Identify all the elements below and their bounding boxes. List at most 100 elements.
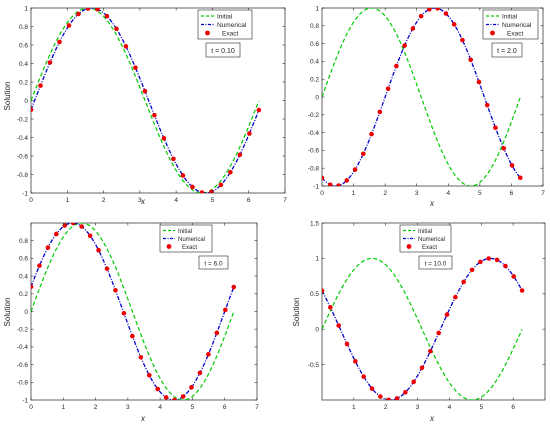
exact-point: [517, 175, 523, 181]
legend-exact-label: Exact: [222, 31, 238, 38]
initial-series-line: [31, 8, 260, 193]
panel-1-time-box: t = 0.10: [205, 42, 241, 58]
exact-point: [66, 23, 72, 28]
x-tick-label: 1: [61, 404, 65, 411]
exact-point: [476, 79, 482, 85]
time-box-frame: [198, 255, 229, 270]
exact-point: [189, 384, 194, 390]
y-tick-label: 0.6: [19, 256, 28, 263]
x-tick-label: 3: [416, 404, 420, 411]
exact-point: [361, 374, 366, 379]
y-tick-label: -1: [22, 397, 28, 404]
panel-4-ylabel: Solution: [292, 298, 301, 327]
legend-exact-swatch: [490, 30, 495, 36]
time-label: t = 6.0: [204, 261, 223, 268]
x-tick-label: 2: [94, 404, 98, 411]
exact-point: [171, 156, 176, 162]
x-tick-label: 1: [352, 404, 356, 411]
exact-point: [486, 256, 492, 261]
y-tick-label: 0.4: [19, 61, 28, 68]
x-tick-label: 6: [511, 404, 515, 411]
exact-point: [344, 178, 350, 183]
x-tick-label: 2: [383, 190, 387, 197]
panel-4-time-box: t = 10.0: [418, 255, 453, 270]
exact-point: [138, 354, 144, 360]
exact-point: [435, 8, 440, 11]
x-tick-label: 7: [283, 197, 287, 204]
exact-point: [519, 288, 525, 293]
axes-frame: [321, 222, 546, 401]
exact-point: [70, 223, 76, 226]
panel-4: 1 2 3 4 5 6 -0.5 0 0.5 1 1.5 Solution x Initial Nu…: [292, 220, 546, 423]
exact-point: [95, 8, 100, 12]
exact-point: [62, 223, 68, 228]
y-tick-label: 0.6: [19, 42, 28, 49]
legend-numerical-label: Numerical: [418, 237, 445, 243]
curves: [322, 256, 525, 400]
panel-3-legend: Initial Numerical Exact: [159, 224, 213, 253]
exact-point: [511, 274, 517, 279]
exact-point: [394, 396, 400, 400]
exact-point: [336, 323, 341, 328]
panel-3-xlabel: x: [140, 414, 146, 423]
x-tick-label: 4: [174, 197, 178, 204]
panel-1: 0 1 2 3 4 5 6 7 -1 -0.8 -0.6 -0.4 -0.2 0 0.2 0.4 0.6 0.8 1…: [3, 5, 287, 206]
exact-point: [218, 182, 224, 188]
exact-point: [501, 146, 507, 151]
exact-point: [428, 348, 433, 354]
y-tick-label: 0.8: [19, 238, 28, 245]
x-tick-label: 2: [384, 404, 388, 411]
y-tick-label: -1: [313, 183, 319, 190]
exact-point: [478, 259, 483, 265]
panel-2-legend: Initial Numerical Exact: [482, 9, 539, 40]
exact-point: [199, 190, 205, 193]
y-tick-label: 1: [315, 256, 319, 263]
exact-point: [503, 263, 508, 269]
exact-point: [410, 26, 416, 31]
exact-point: [231, 284, 237, 290]
legend-exact-swatch: [166, 244, 172, 249]
x-tick-label: 2: [102, 197, 106, 204]
exact-point: [197, 370, 203, 376]
x-tick-label: 5: [211, 197, 215, 204]
panel-3-plot-layer: [30, 222, 258, 401]
exact-point: [247, 131, 252, 136]
exact-point: [411, 379, 417, 385]
exact-point: [468, 57, 474, 63]
x-tick-label: 7: [541, 190, 545, 197]
exact-point: [76, 11, 81, 17]
exact-point: [493, 125, 498, 131]
exact-point: [79, 224, 84, 229]
exact-point: [96, 247, 101, 253]
y-tick-label: -0.8: [308, 166, 320, 173]
panel-4-legend: Initial Numerical Exact: [399, 224, 452, 253]
y-tick-label: 0.2: [19, 79, 28, 86]
legend-initial-label: Initial: [217, 14, 233, 21]
panel-2-plot-layer: [321, 7, 544, 187]
y-tick-label: -0.8: [17, 172, 29, 179]
exact-point: [344, 341, 350, 347]
x-tick-label: 1: [65, 197, 69, 204]
y-tick-label: 1.5: [310, 220, 319, 227]
y-tick-label: 0: [315, 327, 319, 334]
exact-point: [419, 365, 425, 371]
legend-initial-label: Initial: [418, 229, 432, 235]
panel-3: 0 1 2 3 4 5 6 7-1-0.8-0.6-0.4-0.200.20.40.60.8 …: [3, 222, 259, 423]
y-tick-label: -0.4: [17, 344, 29, 351]
exact-point: [180, 173, 186, 178]
exact-point: [54, 231, 59, 237]
exact-point: [461, 279, 467, 285]
panel-1-plot-layer: [30, 7, 286, 194]
x-tick-label: 5: [191, 404, 195, 411]
time-label: t = 0.10: [211, 48, 235, 55]
exact-point: [494, 257, 500, 263]
exact-point: [113, 288, 118, 293]
x-tick-label: 7: [255, 404, 259, 411]
exact-point: [444, 312, 450, 317]
x-tick-label: 3: [126, 404, 130, 411]
time-box-frame: [491, 42, 523, 58]
legend-exact-swatch: [406, 244, 412, 249]
exact-point: [31, 284, 34, 290]
legend-initial-label: Initial: [502, 14, 518, 21]
exact-point: [336, 183, 341, 186]
